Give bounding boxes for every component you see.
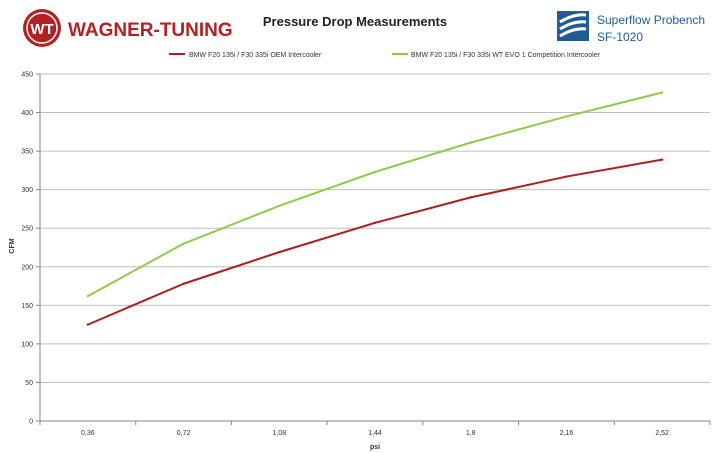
wagner-logo-mark: WT	[30, 21, 53, 38]
legend: BMW F20 135i / F30 335i OEM Intercooler …	[169, 52, 601, 59]
x-tick-label: 1,8	[466, 430, 476, 437]
data-point	[373, 170, 377, 174]
x-axis-label: psi	[370, 444, 380, 451]
series-line-oem	[87, 158, 663, 326]
data-point	[86, 323, 90, 326]
data-point	[660, 91, 664, 94]
grid-lines	[36, 73, 710, 422]
superflow-logo-swoosh	[559, 13, 587, 38]
data-point	[278, 204, 281, 208]
y-tick-label: 250	[21, 226, 33, 233]
data-point	[469, 196, 472, 199]
data-point	[565, 115, 568, 118]
y-tick-label: 400	[21, 110, 33, 117]
bench-model: SF-1020	[597, 30, 643, 44]
axes	[39, 74, 711, 425]
data-point	[565, 175, 568, 178]
y-tick-labels: 0 50 100 150 200 250 300 350 400 450	[21, 72, 33, 426]
bench-name: Superflow Probench	[597, 13, 705, 27]
data-point	[278, 250, 281, 254]
x-tick-labels: 0,36 0,72 1,08 1,44 1,8 2,16 2,52	[81, 430, 669, 437]
legend-label-oem: BMW F20 135i / F30 335i OEM Intercooler	[189, 52, 322, 59]
y-tick-label: 100	[21, 341, 33, 348]
x-tick-label: 2,16	[560, 430, 574, 437]
wagner-logo-badge	[23, 9, 61, 47]
y-axis-label: CFM	[9, 238, 16, 253]
legend-label-evo: BMW F20 135i / F30 335i WT EVO 1 Competi…	[411, 52, 601, 59]
y-tick-label: 450	[21, 72, 33, 79]
data-point	[86, 294, 90, 298]
chart-title: Pressure Drop Measurements	[263, 14, 447, 29]
x-tick-label: 2,52	[655, 430, 669, 437]
x-tick-label: 1,44	[368, 430, 382, 437]
x-tick-label: 0,72	[177, 430, 191, 437]
data-point	[373, 221, 377, 225]
wagner-tuning-logo: WT	[23, 9, 61, 47]
data-point	[182, 282, 185, 285]
y-tick-label: 0	[29, 419, 33, 426]
data-point	[469, 141, 472, 144]
y-tick-label: 50	[25, 380, 33, 387]
superflow-logo-icon	[557, 11, 589, 41]
series-lines	[86, 91, 664, 326]
series-line-evo	[87, 91, 663, 297]
data-point	[660, 158, 664, 161]
y-tick-label: 200	[21, 264, 33, 271]
x-tick-label: 0,36	[81, 430, 95, 437]
data-point	[182, 242, 185, 245]
y-tick-label: 350	[21, 149, 33, 156]
y-tick-label: 150	[21, 303, 33, 310]
brand-name: WAGNER-TUNING	[68, 20, 233, 41]
wagner-logo-ring	[26, 12, 58, 44]
y-tick-label: 300	[21, 187, 33, 194]
x-tick-label: 1,08	[272, 430, 286, 437]
